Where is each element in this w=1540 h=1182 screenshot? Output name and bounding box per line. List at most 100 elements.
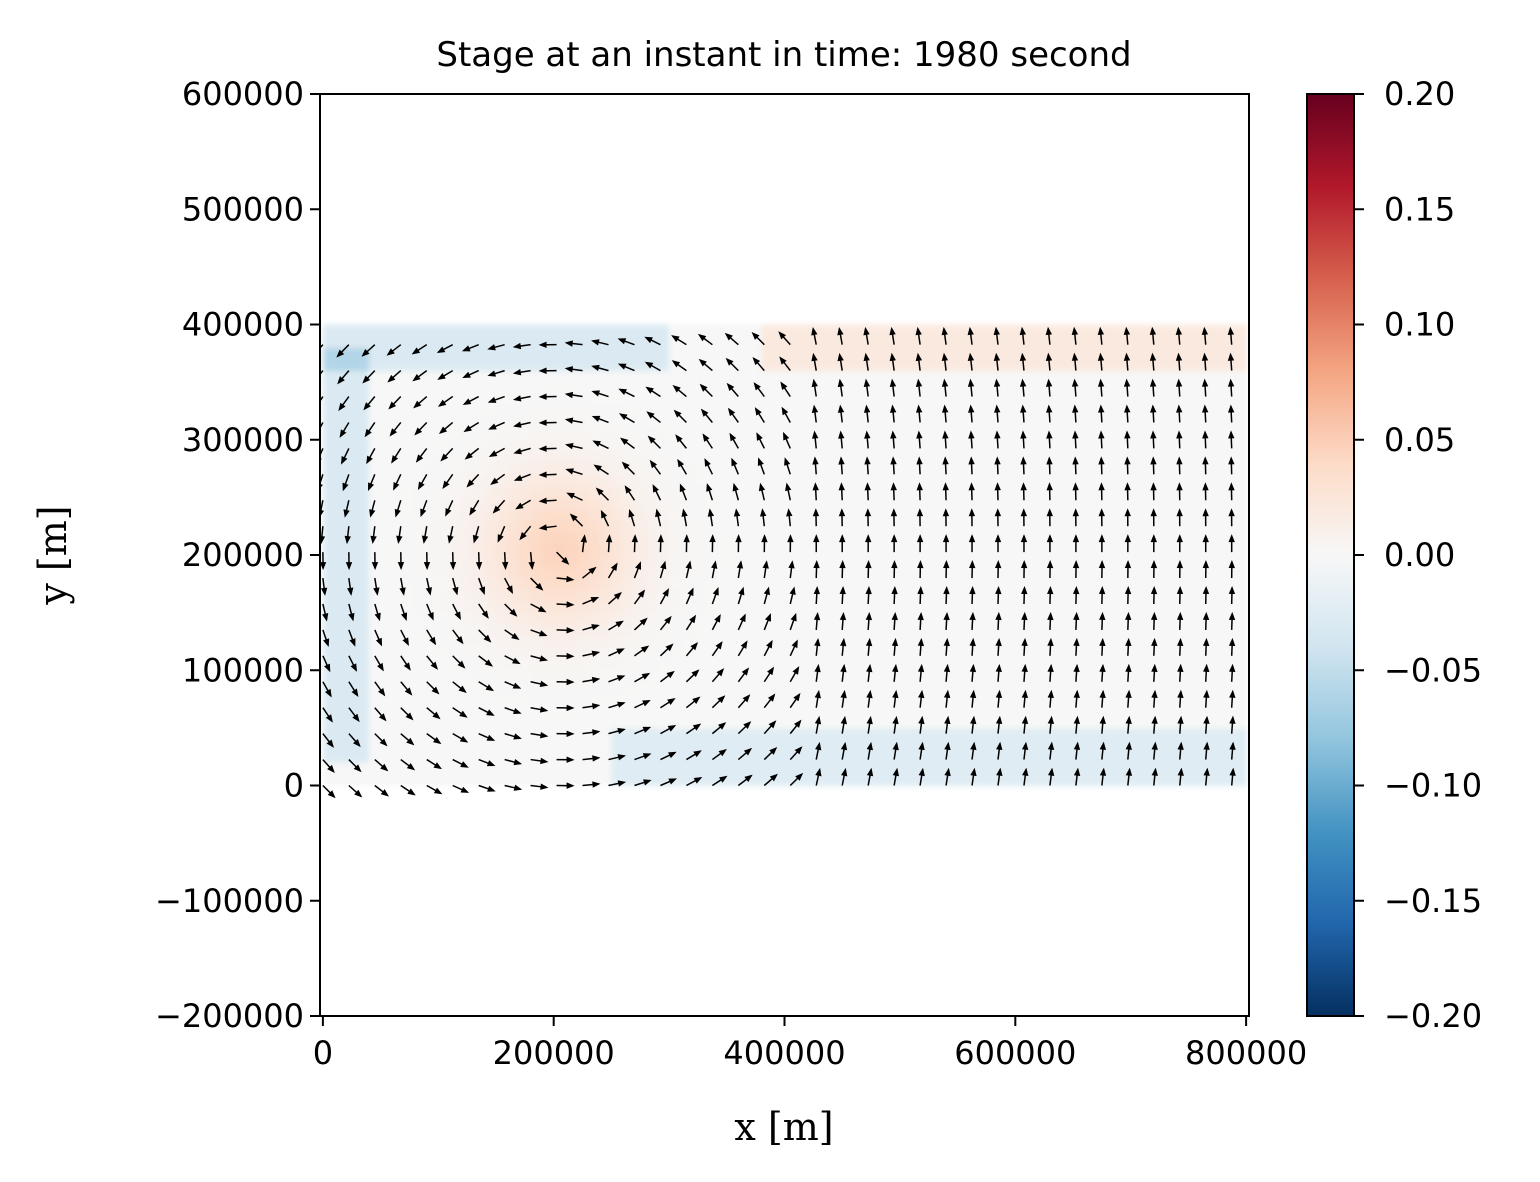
- field-cell: [1107, 485, 1120, 498]
- field-cell: [1049, 474, 1063, 487]
- field-cell: [819, 462, 832, 475]
- field-cell: [1188, 773, 1201, 787]
- field-cell: [1049, 439, 1063, 452]
- field-cell: [1188, 681, 1201, 694]
- field-cell: [507, 750, 520, 764]
- field-cell: [1073, 497, 1086, 510]
- field-cell: [1061, 681, 1074, 694]
- field-cell: [680, 370, 693, 383]
- velocity-arrow: [1045, 352, 1053, 371]
- field-cell: [322, 405, 336, 418]
- field-cell: [1119, 462, 1132, 475]
- field-cell: [680, 520, 693, 533]
- velocity-arrow: [582, 596, 600, 605]
- field-cell: [357, 716, 370, 729]
- field-cell: [726, 393, 739, 406]
- field-cell: [680, 578, 693, 591]
- velocity-arrow: [784, 457, 791, 475]
- field-cell: [553, 658, 566, 671]
- field-cell: [345, 474, 359, 487]
- velocity-arrow: [942, 430, 949, 449]
- field-cell: [634, 762, 647, 775]
- field-cell: [1107, 612, 1120, 625]
- field-cell: [899, 370, 913, 383]
- field-cell: [899, 762, 913, 775]
- velocity-arrow: [488, 421, 505, 430]
- velocity-arrow: [657, 534, 664, 553]
- field-cell: [1188, 716, 1201, 729]
- field-cell: [495, 750, 509, 764]
- field-cell: [1130, 393, 1143, 406]
- field-cell: [992, 370, 1005, 383]
- field-cell: [807, 601, 820, 614]
- field-cell: [980, 382, 993, 395]
- field-cell: [761, 405, 774, 418]
- field-cell: [1049, 612, 1063, 625]
- velocity-arrow: [763, 613, 771, 631]
- field-cell: [576, 336, 589, 349]
- field-cell: [1073, 681, 1086, 694]
- field-cell: [1142, 589, 1155, 602]
- field-cell: [461, 635, 474, 648]
- field-cell: [1188, 428, 1201, 441]
- field-cell: [784, 405, 797, 418]
- velocity-arrow: [659, 643, 674, 657]
- field-cell: [403, 439, 416, 452]
- field-cell: [934, 555, 947, 568]
- field-cell: [899, 485, 913, 498]
- field-cell: [461, 773, 474, 787]
- field-cell: [657, 704, 670, 717]
- field-cell: [1049, 716, 1063, 729]
- field-cell: [461, 566, 474, 579]
- field-cell: [807, 566, 820, 579]
- field-cell: [957, 531, 970, 545]
- field-cell: [611, 474, 624, 487]
- field-cell: [588, 531, 601, 545]
- velocity-arrow: [1228, 508, 1235, 527]
- field-cell: [1176, 681, 1190, 694]
- field-cell: [588, 474, 601, 487]
- field-cell: [1096, 681, 1109, 694]
- field-cell: [449, 393, 462, 406]
- field-cell: [345, 543, 359, 556]
- field-cell: [357, 462, 370, 475]
- velocity-arrow: [478, 681, 495, 692]
- field-cell: [472, 359, 486, 372]
- field-cell: [1130, 336, 1143, 349]
- field-cell: [1096, 727, 1109, 740]
- field-cell: [542, 531, 555, 545]
- field-cell: [669, 716, 682, 729]
- field-cell: [1038, 693, 1051, 706]
- field-cell: [1107, 704, 1120, 717]
- field-cell: [1061, 324, 1074, 337]
- field-cell: [1015, 520, 1028, 533]
- velocity-arrow: [320, 552, 327, 571]
- field-cell: [1142, 601, 1155, 614]
- velocity-arrow: [647, 435, 661, 449]
- field-cell: [622, 670, 636, 683]
- field-cell: [1188, 382, 1201, 395]
- field-cell: [634, 382, 647, 395]
- velocity-arrow: [761, 534, 768, 553]
- field-cell: [899, 693, 913, 706]
- field-cell: [415, 589, 428, 602]
- velocity-arrow: [1229, 689, 1236, 708]
- field-cell: [461, 520, 474, 533]
- field-cell: [472, 324, 486, 337]
- velocity-arrow: [1202, 482, 1209, 501]
- field-cell: [1026, 359, 1039, 372]
- field-cell: [392, 704, 405, 717]
- field-cell: [911, 347, 924, 360]
- velocity-arrow: [600, 509, 610, 527]
- x-tick-label: 600000: [954, 1034, 1076, 1072]
- field-cell: [934, 359, 947, 372]
- field-cell: [461, 647, 474, 660]
- field-cell: [853, 416, 866, 429]
- velocity-arrow: [538, 471, 557, 478]
- field-cell: [438, 555, 451, 568]
- field-cell: [1107, 635, 1120, 648]
- field-cell: [646, 612, 659, 625]
- velocity-arrow: [707, 508, 715, 527]
- velocity-arrow: [763, 747, 778, 761]
- field-cell: [819, 543, 832, 556]
